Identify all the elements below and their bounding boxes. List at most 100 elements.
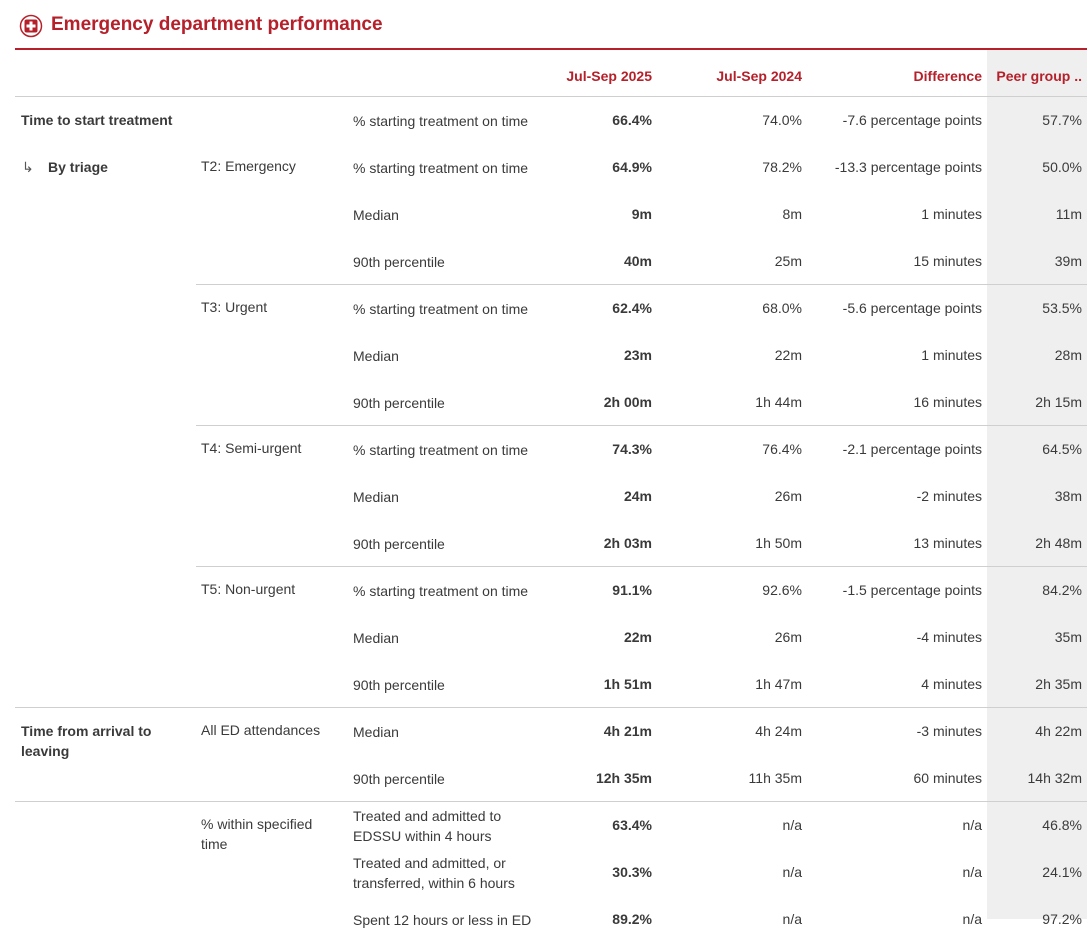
cell-value: 39m (1054, 253, 1082, 269)
group-rule (196, 284, 1087, 285)
cell-value: 9m (631, 206, 652, 222)
measure: Median (353, 708, 543, 755)
page-title: Emergency department performance (51, 14, 383, 35)
cell-value: -2 minutes (916, 488, 982, 504)
measure-text: % starting treatment on time (353, 300, 529, 317)
cell-value: -7.6 percentage points (842, 112, 982, 128)
header-rule (15, 96, 1087, 97)
cell-value: -2.1 percentage points (842, 441, 982, 457)
cell-value: 4h 24m (755, 723, 802, 739)
cell-value: 38m (1054, 488, 1082, 504)
measure: 90th percentile (353, 755, 543, 802)
group-label: % within specified time (201, 816, 313, 852)
measure: % starting treatment on time (353, 567, 543, 614)
cell-value: 74.3% (612, 441, 652, 457)
measure-text: 90th percentile (353, 770, 445, 787)
measure-text: % starting treatment on time (353, 112, 529, 129)
cell-value: 60 minutes (913, 770, 982, 786)
cell-value: 14h 32m (1027, 770, 1082, 786)
cell-value: 16 minutes (913, 394, 982, 410)
cell-value: 66.4% (612, 112, 652, 128)
cell-value: 13 minutes (913, 535, 982, 551)
cell-value: 1h 44m (755, 394, 802, 410)
measure: % starting treatment on time (353, 426, 543, 473)
cell-value: 22m (774, 347, 802, 363)
cell-value: 24m (623, 488, 652, 504)
group-rule (196, 425, 1087, 426)
measure: 90th percentile (353, 379, 543, 426)
cell-value: 1h 51m (603, 676, 652, 692)
measure-text: Median (353, 723, 399, 740)
cell-value: 1h 50m (755, 535, 802, 551)
cell-value: n/a (962, 864, 982, 880)
column-header: Difference (913, 68, 982, 84)
column-header: Jul-Sep 2024 (716, 68, 802, 84)
peer-column-background (987, 50, 1087, 919)
cell-value: 76.4% (762, 441, 802, 457)
section-label: By triage (48, 159, 108, 175)
section-rule (15, 801, 1087, 802)
measure: % starting treatment on time (353, 97, 543, 144)
measure-text: Median (353, 488, 399, 505)
cell-value: 2h 15m (1035, 394, 1082, 410)
measure-text: Median (353, 347, 399, 364)
measure: Median (353, 191, 543, 238)
measure-text: Median (353, 629, 399, 646)
cell-value: 15 minutes (913, 253, 982, 269)
cell-value: 84.2% (1042, 582, 1082, 598)
measure: Treated and admitted, or transferred, wi… (353, 849, 543, 896)
cell-value: 11h 35m (748, 770, 802, 786)
cell-value: 91.1% (612, 582, 652, 598)
cell-value: -13.3 percentage points (834, 159, 982, 175)
cell-value: 22m (623, 629, 652, 645)
cell-value: 40m (623, 253, 652, 269)
measure-text: % starting treatment on time (353, 159, 529, 176)
measure: 90th percentile (353, 238, 543, 285)
measure-text: 90th percentile (353, 253, 445, 270)
cell-value: 2h 03m (603, 535, 652, 551)
group-label: T2: Emergency (201, 158, 296, 174)
cell-value: 53.5% (1042, 300, 1082, 316)
measure: % starting treatment on time (353, 285, 543, 332)
cell-value: -4 minutes (916, 629, 982, 645)
measure: % starting treatment on time (353, 144, 543, 191)
group-label: T5: Non-urgent (201, 581, 296, 597)
cell-value: 78.2% (762, 159, 802, 175)
group-label: All ED attendances (201, 722, 321, 738)
measure-text: 90th percentile (353, 676, 445, 693)
group-label: T3: Urgent (201, 299, 268, 315)
cell-value: n/a (782, 817, 802, 833)
cell-value: 64.5% (1042, 441, 1082, 457)
indent-arrow: ↳ (22, 159, 34, 175)
group-label: T4: Semi-urgent (201, 440, 302, 456)
cell-value: 35m (1054, 629, 1082, 645)
cell-value: 2h 48m (1035, 535, 1082, 551)
table: Jul-Sep 2025 Jul-Sep 2024 Difference Peer g… (15, 68, 1087, 928)
cell-value: 25m (774, 253, 802, 269)
cell-value: 12h 35m (595, 770, 652, 786)
section-label: Time from arrival to leaving (21, 723, 152, 759)
cell-value: 24.1% (1042, 864, 1082, 880)
cell-value: 46.8% (1042, 817, 1082, 833)
cell-value: 11m (1055, 206, 1082, 222)
cell-value: 57.7% (1042, 112, 1082, 128)
cell-value: -5.6 percentage points (842, 300, 982, 316)
cell-value: 4h 21m (603, 723, 652, 739)
cell-value: 64.9% (612, 159, 652, 175)
measure-text: Spent 12 hours or less in ED (353, 911, 532, 928)
cell-value: -3 minutes (916, 723, 982, 739)
cell-value: 92.6% (762, 582, 802, 598)
measure-text: % starting treatment on time (353, 441, 529, 458)
column-header: Peer group .. (996, 68, 1082, 84)
cell-value: 4 minutes (921, 676, 982, 692)
measure: 90th percentile (353, 661, 543, 708)
measure: Treated and admitted to EDSSU within 4 h… (353, 802, 543, 849)
measure: Spent 12 hours or less in ED (353, 896, 543, 943)
cell-value: 26m (774, 629, 802, 645)
cell-value: 2h 00m (603, 394, 652, 410)
cell-value: 1 minutes (921, 206, 982, 222)
cell-value: 74.0% (762, 112, 802, 128)
cell-value: 26m (774, 488, 802, 504)
measure: Median (353, 332, 543, 379)
cell-value: 28m (1054, 347, 1082, 363)
